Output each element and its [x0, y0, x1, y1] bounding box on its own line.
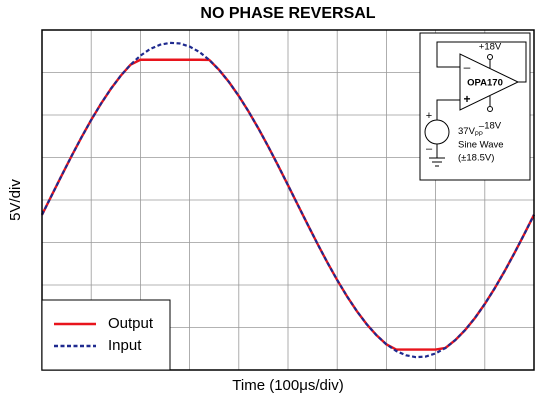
- legend-label: Input: [108, 337, 142, 354]
- opamp-label: OPA170: [467, 78, 503, 89]
- supply-neg: –18V: [479, 121, 502, 132]
- inverting-sign: –: [464, 60, 471, 74]
- series-line: [41, 41, 535, 359]
- source-minus: –: [426, 143, 433, 155]
- amp: 37V: [458, 126, 476, 137]
- chart-title: NO PHASE REVERSAL: [200, 5, 375, 22]
- feedback-wire: [436, 41, 527, 83]
- source-plus: +: [426, 110, 432, 122]
- inset-circuit: +18V –18V OPA170 – + + – 37VPP Sine Wave…: [419, 32, 531, 181]
- x-axis-label: Time (100μs/div): [232, 377, 343, 394]
- supply-pos: +18V: [479, 42, 502, 53]
- plot-lines: [40, 41, 535, 359]
- legend-box: [41, 299, 171, 371]
- source-amplitude: 37VPP: [458, 126, 483, 138]
- source-type: Sine Wave: [458, 140, 504, 151]
- amp-sub: PP: [475, 132, 483, 138]
- legend-label: Output: [108, 315, 154, 332]
- input-wire: [436, 99, 460, 120]
- terminal: [487, 106, 493, 112]
- terminal: [487, 54, 493, 60]
- plot-frame: [41, 29, 535, 371]
- inset-box: [419, 32, 531, 181]
- opamp-symbol: [459, 53, 520, 111]
- legend: Output Input: [41, 299, 171, 371]
- source-range: (±18.5V): [458, 153, 494, 164]
- noninverting-sign: +: [463, 92, 470, 106]
- y-axis-label: 5V/div: [7, 179, 24, 221]
